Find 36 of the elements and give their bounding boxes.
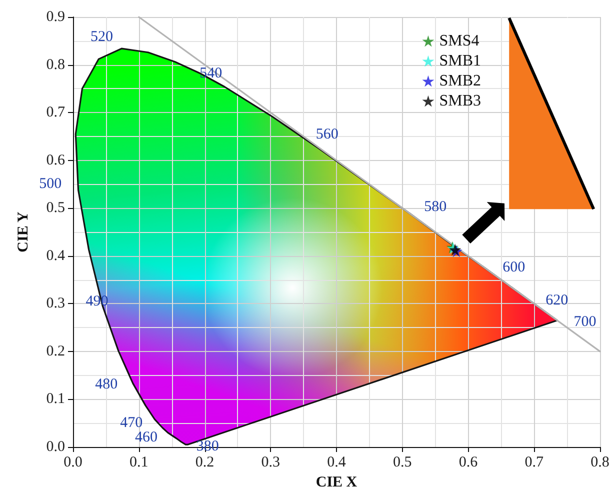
- x-tick-label: 0.0: [64, 454, 82, 470]
- legend-label: SMS4: [439, 32, 480, 50]
- y-tick-label: 0.7: [46, 104, 66, 121]
- annotation: 600: [502, 259, 526, 276]
- annotation: 540: [200, 65, 222, 82]
- y-tick-label: 0.3: [46, 296, 65, 312]
- x-tick-label: 0.5: [393, 454, 412, 470]
- y-axis-title: CIE Y: [16, 211, 32, 252]
- y-tick-label: 0.8: [46, 56, 65, 73]
- annotation: 500: [39, 176, 62, 192]
- legend-label: SMB2: [439, 72, 481, 90]
- annotation: 480: [95, 376, 118, 393]
- annotation: 470: [120, 414, 143, 431]
- x-tick-label: 0.6: [458, 454, 478, 470]
- y-tick-label: 0.5: [46, 200, 65, 216]
- y-tick-label: 0.2: [46, 343, 65, 360]
- y-tick-label: 0.1: [46, 391, 65, 408]
- y-tick-label: 0.4: [46, 248, 66, 264]
- y-tick-label: 0.0: [46, 439, 65, 455]
- x-tick-label: 0.3: [261, 454, 280, 470]
- legend-label: SMB3: [439, 92, 481, 110]
- x-tick-label: 0.7: [524, 454, 544, 470]
- y-tick-label: 0.6: [46, 152, 66, 168]
- x-tick-label: 0.8: [590, 454, 610, 470]
- x-tick-label: 0.2: [195, 454, 214, 470]
- annotation: 460: [134, 429, 158, 446]
- annotation: 520: [90, 29, 114, 46]
- x-tick-label: 0.1: [130, 454, 148, 470]
- y-tick-label: 0.9: [46, 9, 65, 25]
- annotation: 580: [424, 198, 447, 215]
- legend-label: SMB1: [439, 52, 481, 70]
- annotation: 620: [546, 292, 568, 309]
- x-tick-label: 0.4: [327, 454, 346, 470]
- annotation: 700: [574, 314, 596, 330]
- annotation: 560: [316, 126, 338, 143]
- x-axis-title: CIE X: [316, 474, 358, 490]
